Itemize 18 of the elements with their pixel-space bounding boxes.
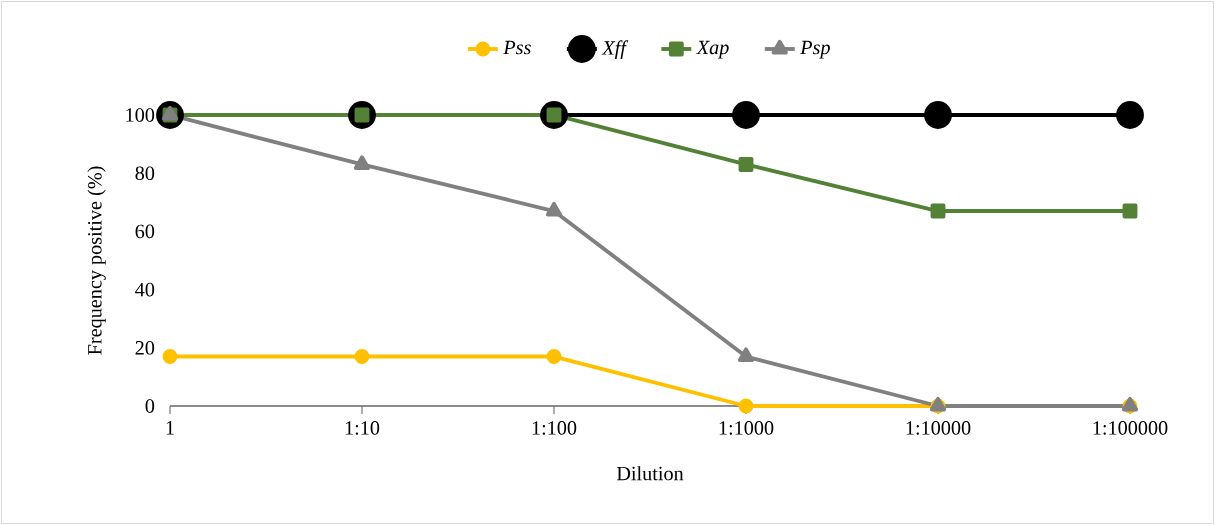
legend-label: Pss xyxy=(503,40,531,55)
x-tick-label: 1:100 xyxy=(532,421,577,435)
legend-label: Psp xyxy=(800,40,830,59)
legend-label: Xap xyxy=(696,40,729,59)
x-axis-title: Dilution xyxy=(616,466,684,481)
y-tick-label: 40 xyxy=(135,282,155,297)
x-tick-label: 1:100000 xyxy=(1093,421,1168,435)
y-tick-label: 100 xyxy=(126,108,155,122)
y-tick-label: 60 xyxy=(135,224,155,239)
y-tick-label: 0 xyxy=(145,399,155,413)
x-tick-label: 1 xyxy=(166,421,174,435)
legend-label: Xff xyxy=(601,40,629,59)
x-tick-label: 1:10000 xyxy=(906,421,971,435)
y-axis-title: Frequency positive (%) xyxy=(87,166,106,355)
y-tick-label: 80 xyxy=(135,166,155,181)
x-tick-label: 1:1000 xyxy=(719,421,774,435)
y-tick-label: 20 xyxy=(135,341,155,355)
x-tick-label: 1:10 xyxy=(345,421,380,435)
